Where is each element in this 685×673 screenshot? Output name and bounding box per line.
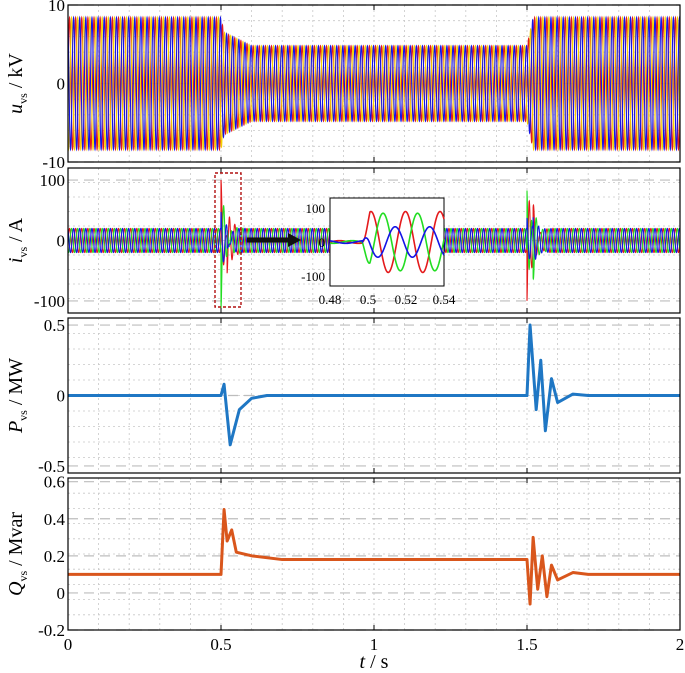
inset-y-tick-label: -100 [301,269,325,284]
y-tick-label: 0 [57,387,66,406]
y-axis-unit: / MW [5,358,27,410]
active-power-line [68,323,680,447]
y-axis-label: ivs / A [5,217,30,263]
y-axis-variable: P [5,421,27,434]
data-series [68,15,680,606]
y-tick-label: -100 [34,292,65,311]
x-tick-label: 1.5 [516,635,537,654]
x-tick-label: 0.5 [210,635,231,654]
voltage-phase-line [68,15,680,152]
voltage-phase-line [68,15,680,152]
y-axis-label: Qvs / Mvar [5,512,30,596]
y-axis-variable: Q [5,581,27,596]
y-axis-unit: / Mvar [5,512,27,571]
x-axis-label: t / s [360,651,389,673]
inset-y-tick-label: 100 [306,201,326,216]
y-axis-label: uvs / kV [5,53,30,114]
inset-x-tick-label: 0.48 [319,292,342,307]
y-axis-subscript: vs [16,571,30,582]
voltage-phase-line [68,15,680,152]
y-tick-label: 0 [57,232,66,251]
y-tick-label: 10 [48,0,65,15]
x-axis-unit: / s [365,651,389,673]
reactive-power-line [68,508,680,606]
y-tick-label: 0 [57,584,66,603]
y-axis-label: Pvs / MW [5,358,30,434]
inset-series-line [329,210,445,274]
panel-series [68,323,680,447]
inset-x-tick-label: 0.52 [395,292,418,307]
inset-x-tick-label: 0.5 [360,292,376,307]
zoom-highlight-box [214,172,242,308]
y-axis-unit: / kV [5,53,27,94]
y-tick-label: -0.5 [38,457,65,476]
y-tick-label: -0.2 [38,621,65,640]
y-axis-subscript: vs [16,410,30,421]
y-tick-label: -10 [42,153,65,172]
y-tick-label: 0.6 [44,473,65,492]
panel-series [68,15,680,152]
zoom-arrowhead [288,233,301,247]
y-axis-variable: i [5,258,27,264]
y-tick-label: 0 [57,75,66,94]
inset-zoom: 100 0 -100 0.48 0.5 0.52 0.54 [214,172,456,308]
panel-frames [67,4,681,631]
y-tick-label: 0.4 [44,510,66,529]
y-axis-variable: u [5,104,27,114]
x-tick-label: 0 [64,635,73,654]
y-tick-label: 0.5 [44,316,65,335]
y-tick-label: 0.2 [44,547,65,566]
inset-series-line [329,225,445,259]
inset-y-tick-label: 0 [319,235,326,250]
y-axis-unit: / A [5,217,27,246]
inset-x-tick-label: 0.54 [433,292,456,307]
x-tick-label: 1 [370,635,379,654]
x-axis-variable: t [360,651,366,673]
x-tick-label: 2 [676,635,685,654]
panel-series [68,508,680,606]
inset-series-line [329,212,445,272]
y-axis-subscript: vs [16,247,30,258]
y-axis-subscript: vs [16,93,30,104]
y-tick-label: 100 [40,171,66,190]
